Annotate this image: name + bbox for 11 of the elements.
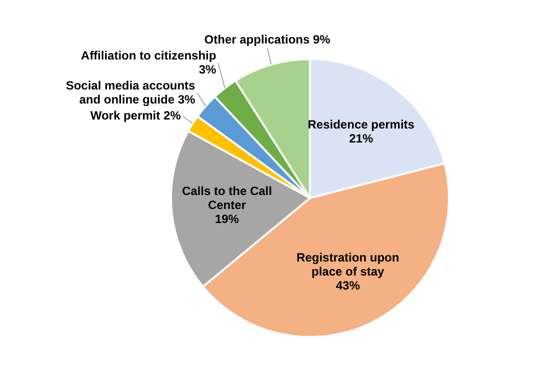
data-label: 3% <box>198 62 217 76</box>
slice-label: Calls to the Call Center <box>182 184 272 212</box>
data-label: 19% <box>214 212 240 226</box>
slice-label: Social media accounts and online guide 3% <box>66 78 196 106</box>
slice-label: Work permit 2% <box>90 108 182 122</box>
slice-label: Affiliation to citizenship <box>80 48 216 62</box>
data-label: 21% <box>349 131 374 146</box>
slice-label: Residence permits <box>308 117 415 132</box>
slice-label: Other applications 9% <box>204 32 331 46</box>
slice-label: Registration upon place of stay <box>296 250 400 279</box>
data-label: 43% <box>336 278 360 293</box>
